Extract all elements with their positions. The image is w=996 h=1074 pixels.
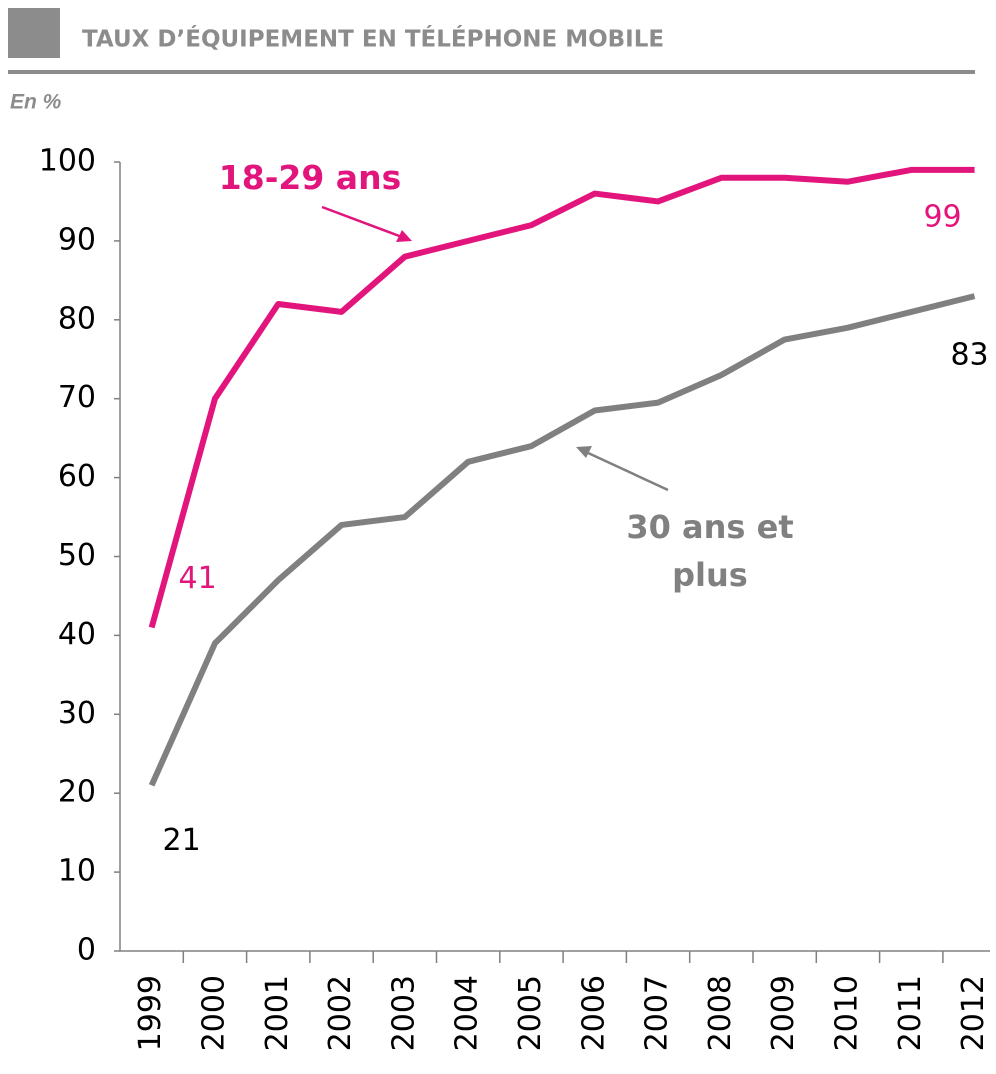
- x-tick-label: 2001: [260, 975, 295, 1051]
- x-tick-label: 2010: [829, 975, 864, 1051]
- series-line: [148, 166, 975, 629]
- data-label: 41: [179, 561, 217, 596]
- data-label: 83: [950, 338, 988, 373]
- x-tick-label: 2008: [703, 975, 738, 1051]
- y-tick-label: 20: [58, 775, 96, 810]
- series-line: [148, 293, 976, 787]
- y-tick-label: 0: [77, 933, 96, 968]
- y-tick-label: 40: [58, 617, 96, 652]
- x-tick-label: 2011: [893, 975, 928, 1051]
- title-marker: [8, 8, 60, 58]
- x-tick-label: 2012: [956, 975, 991, 1051]
- y-tick-label: 100: [39, 144, 96, 179]
- x-tick-label: 2004: [450, 975, 485, 1051]
- y-tick-label: 80: [58, 301, 96, 336]
- x-tick-label: 2007: [640, 975, 675, 1051]
- data-label: 99: [923, 199, 961, 234]
- y-tick-label: 70: [58, 380, 96, 415]
- annotation-arrowhead: [576, 446, 592, 458]
- x-tick-label: 2009: [766, 975, 801, 1051]
- y-tick-label: 30: [58, 696, 96, 731]
- x-tick-label: 2000: [196, 975, 231, 1051]
- annotation-arrowhead: [396, 230, 412, 242]
- x-tick-label: 2003: [386, 975, 421, 1051]
- x-tick-label: 2006: [576, 975, 611, 1051]
- x-tick-label: 2005: [513, 975, 548, 1051]
- y-unit: En %: [10, 91, 62, 114]
- x-tick-label: 2002: [323, 975, 358, 1051]
- y-tick-label: 60: [58, 459, 96, 494]
- x-tick-label: 1999: [133, 975, 168, 1051]
- data-label: 21: [163, 823, 201, 858]
- annotation-arrow: [321, 205, 403, 239]
- series-label: 30 ans et plus: [626, 508, 794, 594]
- chart-title: TAUX D’ÉQUIPEMENT EN TÉLÉPHONE MOBILE: [82, 25, 664, 53]
- annotation-arrow: [585, 450, 669, 492]
- y-tick-label: 10: [58, 854, 96, 889]
- y-tick-label: 90: [58, 222, 96, 257]
- y-tick-label: 50: [58, 538, 96, 573]
- series-label: 18-29 ans: [218, 158, 402, 197]
